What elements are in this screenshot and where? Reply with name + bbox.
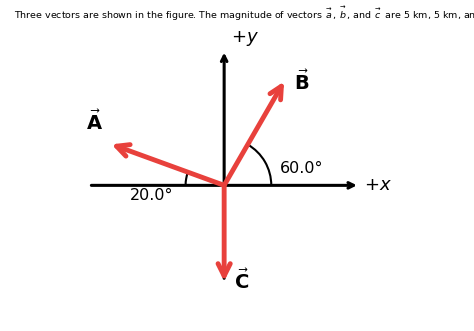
Text: $+x$: $+x$ xyxy=(364,176,392,194)
Text: 60.0°: 60.0° xyxy=(280,161,323,176)
Text: $\vec{\mathbf{B}}$: $\vec{\mathbf{B}}$ xyxy=(294,70,310,94)
Text: 20.0°: 20.0° xyxy=(129,188,173,203)
Text: $\vec{\mathbf{A}}$: $\vec{\mathbf{A}}$ xyxy=(86,110,103,134)
Text: $+y$: $+y$ xyxy=(231,29,259,48)
Text: Three vectors are shown in the figure. The magnitude of vectors $\overset{\to}{a: Three vectors are shown in the figure. T… xyxy=(14,5,474,24)
Text: $\vec{\mathbf{C}}$: $\vec{\mathbf{C}}$ xyxy=(235,269,250,294)
